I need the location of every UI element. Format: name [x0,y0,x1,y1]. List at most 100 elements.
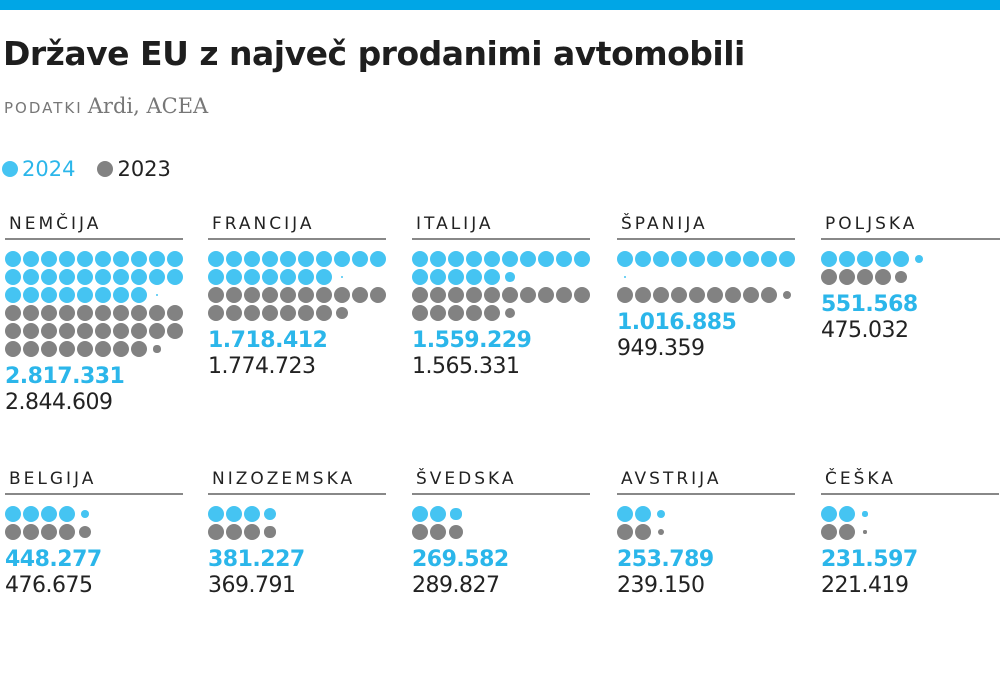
dot-2023 [538,287,554,303]
dot-2023 [857,269,873,285]
dot-2023 [226,305,242,321]
dot-2023 [448,305,464,321]
dot-matrix [5,505,183,541]
dot-2023 [23,323,39,339]
dot-2024 [893,251,909,267]
legend-dot-2023 [97,161,114,177]
dot-2024 [671,251,687,267]
country-cell: NIZOZEMSKA 381.227 369.791 [208,465,386,599]
dot-2023 [448,524,464,540]
dot-2023 [244,305,260,321]
dot-2023 [59,323,75,339]
dot-2023 [262,305,278,321]
dot-2023 [707,287,723,303]
dot-2023 [334,305,350,321]
dot-2023 [226,524,242,540]
dot-2024 [113,287,129,303]
dot-2023 [113,305,129,321]
dot-2024 [5,269,21,285]
dot-2023 [430,524,446,540]
country-name: AVSTRIJA [621,469,722,489]
country-name: NEMČIJA [9,214,102,234]
dot-2023 [149,341,165,357]
dot-row-2024 [5,505,183,523]
dot-2023 [23,341,39,357]
legend-label-2024: 2024 [22,157,76,181]
dot-2024 [77,269,93,285]
country-divider [412,238,590,240]
dot-2023 [131,305,147,321]
dot-2023 [167,323,183,339]
dot-2023 [95,341,111,357]
dot-2023 [671,287,687,303]
dot-2024 [857,506,873,522]
dot-2024 [244,506,260,522]
country-cell: NEMČIJA 2.817.331 2.844.609 [5,210,183,416]
dot-2024 [502,269,518,285]
dot-2023 [430,287,446,303]
dot-row-2024 [617,505,795,523]
country-divider [5,493,183,495]
dot-2024 [839,251,855,267]
value-2024: 253.789 [617,547,714,572]
dot-2023 [244,524,260,540]
dot-row-2023 [208,304,386,322]
dot-row-2024 [821,505,999,523]
dot-2023 [95,305,111,321]
dot-2024 [430,506,446,522]
dot-2023 [41,323,57,339]
dot-2023 [41,341,57,357]
dot-2023 [412,524,428,540]
dot-2023 [412,305,428,321]
dot-row-2024 [5,268,183,286]
value-2024: 1.559.229 [412,328,532,353]
value-2024: 2.817.331 [5,364,125,389]
dot-2023 [113,341,129,357]
country-cell: ČEŠKA 231.597 221.419 [821,465,999,599]
dot-2023 [167,305,183,321]
country-divider [617,493,795,495]
dot-2024 [77,287,93,303]
country-divider [821,493,999,495]
dot-2023 [466,287,482,303]
dot-matrix [821,250,1000,286]
dot-2024 [5,287,21,303]
dot-2024 [707,251,723,267]
dot-2024 [167,269,183,285]
dot-2023 [5,341,21,357]
dot-matrix [208,505,386,541]
value-2023: 369.791 [208,573,296,598]
dot-2023 [131,341,147,357]
dot-row-2023 [821,268,1000,286]
dot-2024 [167,251,183,267]
dot-2024 [59,506,75,522]
dot-2024 [653,506,669,522]
dot-2024 [41,506,57,522]
dot-2023 [653,287,669,303]
dot-2023 [448,287,464,303]
dot-2024 [23,269,39,285]
value-2023: 289.827 [412,573,500,598]
dot-2024 [226,251,242,267]
dot-row-2023 [412,523,590,541]
dot-2024 [280,251,296,267]
dot-2024 [875,251,891,267]
dot-2023 [875,269,891,285]
dot-2023 [77,524,93,540]
dot-2023 [635,287,651,303]
dot-2024 [208,251,224,267]
dot-2024 [635,251,651,267]
dot-2024 [280,269,296,285]
dot-2024 [131,287,147,303]
dot-2024 [149,287,165,303]
dot-2024 [131,251,147,267]
dot-2024 [689,251,705,267]
dot-2023 [298,305,314,321]
top-accent-bar [0,0,1000,10]
dot-2024 [911,251,927,267]
dot-2024 [466,269,482,285]
dot-matrix [821,505,999,541]
dot-2024 [113,269,129,285]
legend-label-2023: 2023 [117,157,171,181]
country-name: BELGIJA [9,469,97,489]
